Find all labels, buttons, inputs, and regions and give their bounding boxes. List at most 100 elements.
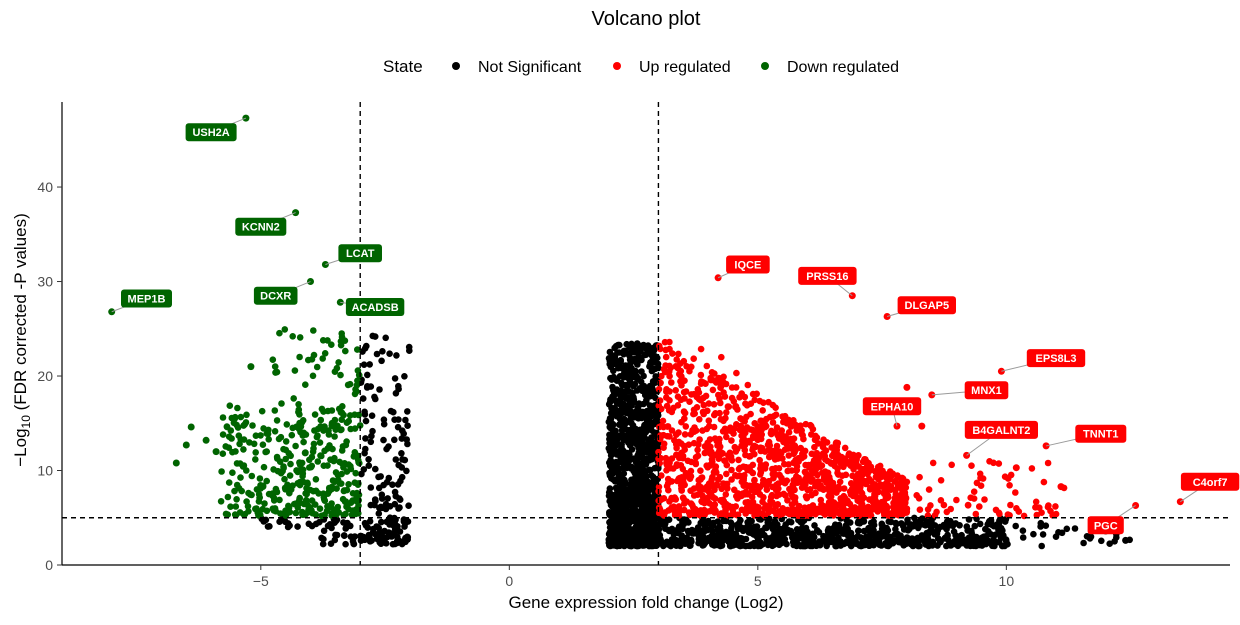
point-up-regulated <box>769 483 776 491</box>
point-down-regulated <box>263 477 271 485</box>
point-down-regulated <box>296 334 304 341</box>
point-not-significant <box>648 434 655 441</box>
annotation-label-epha10: EPHA10 <box>871 401 914 413</box>
point-up-regulated <box>821 511 829 518</box>
point-down-regulated <box>332 469 340 476</box>
point-down-regulated <box>240 436 248 443</box>
point-up-regulated <box>715 439 723 447</box>
point-not-significant <box>626 356 634 364</box>
point-down-regulated <box>243 467 250 474</box>
legend-key-down-regulated <box>761 62 769 70</box>
point-up-regulated <box>660 423 667 431</box>
point-up-regulated <box>666 498 673 505</box>
x-tick-label: 10 <box>999 573 1015 589</box>
point-up-regulated <box>663 394 670 401</box>
point-not-significant <box>907 537 914 544</box>
point-not-significant <box>1038 542 1045 550</box>
point-up-regulated <box>882 512 890 519</box>
point-not-significant <box>1080 539 1087 547</box>
point-up-regulated <box>675 429 682 436</box>
point-not-significant <box>1106 540 1113 547</box>
point-not-significant <box>970 539 977 546</box>
point-not-significant <box>367 438 375 446</box>
point-up-regulated <box>871 481 878 488</box>
point-down-regulated <box>353 494 360 502</box>
point-not-significant <box>1052 533 1060 540</box>
legend-label-up-regulated: Up regulated <box>639 59 731 76</box>
point-up-regulated <box>719 498 726 506</box>
point-up-regulated <box>761 481 768 488</box>
point-down-regulated <box>316 439 324 446</box>
point-down-regulated <box>335 359 342 366</box>
point-not-significant <box>847 538 854 545</box>
point-down-regulated <box>313 433 321 441</box>
point-not-significant <box>395 416 402 423</box>
point-up-regulated <box>937 477 945 484</box>
point-up-regulated <box>783 508 790 515</box>
point-up-regulated <box>692 460 700 468</box>
point-not-significant <box>944 519 951 527</box>
point-up-regulated <box>901 491 909 499</box>
point-not-significant <box>650 509 658 517</box>
point-not-significant <box>801 538 808 546</box>
point-up-regulated <box>732 403 739 411</box>
point-up-regulated <box>760 494 767 501</box>
point-up-regulated <box>901 485 908 493</box>
point-up-regulated <box>686 472 693 480</box>
point-down-regulated <box>338 447 346 454</box>
point-not-significant <box>613 377 621 385</box>
point-down-regulated <box>272 485 280 493</box>
point-up-regulated <box>781 460 788 468</box>
point-not-significant <box>612 411 619 419</box>
point-up-regulated <box>1038 509 1045 516</box>
annotation-label-c4orf7: C4orf7 <box>1193 477 1228 489</box>
point-up-regulated <box>841 455 849 463</box>
point-not-significant <box>614 503 622 511</box>
point-not-significant <box>319 540 327 548</box>
point-not-significant <box>614 519 622 526</box>
point-not-significant <box>368 412 376 420</box>
point-up-regulated <box>705 449 713 456</box>
point-up-regulated <box>791 448 798 456</box>
point-not-significant <box>619 409 627 416</box>
point-not-significant <box>689 530 697 537</box>
point-not-significant <box>1071 525 1079 532</box>
point-not-significant <box>665 527 673 535</box>
point-not-significant <box>632 522 640 530</box>
point-down-regulated <box>271 428 279 435</box>
point-down-regulated <box>296 494 304 502</box>
point-down-regulated <box>331 433 338 440</box>
point-not-significant <box>787 518 795 526</box>
point-not-significant <box>606 542 614 550</box>
point-not-significant <box>393 352 400 359</box>
point-not-significant <box>614 487 621 494</box>
point-down-regulated <box>296 353 303 361</box>
point-up-regulated <box>731 486 738 494</box>
point-up-regulated <box>746 464 753 471</box>
point-not-significant <box>809 536 817 543</box>
point-up-regulated <box>903 508 911 515</box>
point-up-regulated <box>824 474 832 482</box>
point-down-regulated <box>246 439 253 446</box>
point-down-regulated <box>345 461 353 468</box>
point-not-significant <box>892 525 899 533</box>
point-not-significant <box>856 520 864 527</box>
point-up-regulated <box>968 462 975 470</box>
point-down-regulated <box>271 363 279 370</box>
point-not-significant <box>649 357 656 364</box>
point-up-regulated <box>929 459 937 467</box>
point-up-regulated <box>686 367 693 375</box>
point-not-significant <box>756 540 763 547</box>
point-up-regulated <box>668 478 675 485</box>
point-up-regulated <box>1045 502 1052 509</box>
point-down-regulated <box>273 417 281 424</box>
point-down-regulated <box>329 477 337 484</box>
point-up-regulated <box>769 465 776 473</box>
point-not-significant <box>360 466 368 473</box>
point-not-significant <box>367 501 375 509</box>
point-up-regulated <box>813 461 820 469</box>
point-not-significant <box>916 542 923 550</box>
point-not-significant <box>375 524 383 532</box>
point-up-regulated <box>663 402 671 410</box>
point-not-significant <box>633 495 641 502</box>
